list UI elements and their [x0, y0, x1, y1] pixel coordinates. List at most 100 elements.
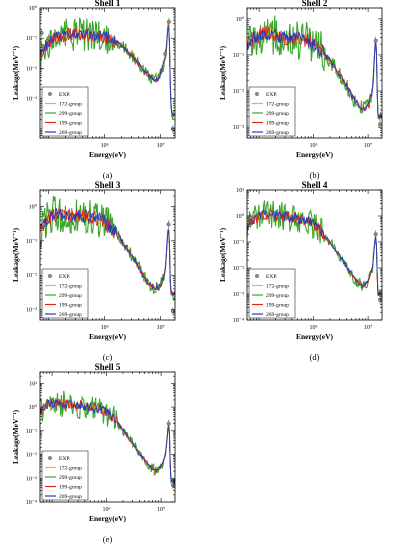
- x-axis-label: Energy(eV): [89, 150, 127, 159]
- legend-label: 269-group: [59, 312, 82, 318]
- legend: EXP. 172-group 299-group 199-group 269-group: [41, 268, 89, 319]
- legend-label: EXP.: [59, 92, 71, 98]
- legend-label: 299-group: [266, 293, 289, 299]
- y-tick-label: 10⁻¹: [26, 429, 37, 435]
- legend-label: EXP.: [266, 92, 278, 98]
- legend-label: 269-group: [266, 312, 289, 318]
- x-tick-label: 10⁷: [364, 325, 372, 331]
- legend: EXP. 172-group 299-group 199-group 269-group: [248, 268, 296, 319]
- legend-label: 299-group: [59, 111, 82, 117]
- exp-point: [166, 222, 171, 227]
- panel-label: (a): [103, 170, 113, 180]
- chart-title: Shell 4: [302, 180, 328, 190]
- exp-point: [40, 30, 44, 35]
- y-tick-label: 10⁻²: [26, 453, 37, 459]
- chart-panel-3: Shell 3 10⁶ 10⁷ 10⁻³ 10⁻² 10⁻¹ 10⁰ Energy(eV) Le…: [11, 180, 176, 362]
- legend-label: 269-group: [266, 130, 289, 136]
- y-tick-label: 10⁻⁴: [233, 318, 244, 324]
- x-axis-label: Energy(eV): [89, 514, 127, 523]
- series-line-269-group: [247, 28, 382, 119]
- legend: EXP. 172-group 299-group 199-group 269-group: [41, 86, 89, 137]
- series-group: [247, 200, 382, 304]
- y-tick-label: 10¹: [236, 188, 244, 194]
- y-tick-label: 10⁻⁴: [26, 500, 37, 506]
- series-line-269-group: [40, 27, 175, 118]
- y-tick-label: 10⁰: [29, 203, 38, 210]
- y-axis-label: Leakage(MeV⁻¹): [11, 409, 20, 464]
- legend-label: 199-group: [59, 303, 82, 309]
- panel-label: (c): [103, 352, 113, 362]
- y-tick-label: 10⁻²: [233, 266, 244, 272]
- plot-frame: [246, 7, 383, 139]
- exp-point: [377, 122, 382, 127]
- series-line-199-group: [247, 25, 382, 119]
- series-group: [247, 15, 382, 129]
- y-axis-label: Leakage(MeV⁻¹): [218, 227, 227, 282]
- legend-marker-exp: [48, 456, 53, 461]
- x-tick-label: 10⁶: [310, 325, 318, 331]
- legend-marker-exp: [48, 91, 53, 96]
- panel-label: (d): [310, 352, 320, 362]
- legend-label: EXP.: [59, 274, 71, 280]
- legend-label: 172-group: [59, 284, 82, 290]
- x-axis-label: Energy(eV): [89, 332, 127, 341]
- x-tick-label: 10⁷: [157, 325, 165, 331]
- legend-label: 269-group: [59, 130, 82, 136]
- x-tick-label: 10⁷: [364, 143, 372, 149]
- x-tick-label: 10⁶: [101, 325, 109, 331]
- series-line-199-group: [40, 398, 175, 483]
- chart-panel-2: Shell 2 10⁶ 10⁷ 10⁻³ 10⁻² 10⁻¹ 10⁰ Energy(eV) Le…: [218, 0, 383, 180]
- legend-label: 199-group: [59, 485, 82, 491]
- exp-point: [373, 38, 378, 43]
- legend-label: 199-group: [266, 303, 289, 309]
- y-tick-label: 10⁰: [29, 5, 38, 12]
- legend-label: 299-group: [59, 475, 82, 481]
- chart-panel-5: Shell 5 10⁶ 10⁷ 10⁻⁴ 10⁻³ 10⁻² 10⁻¹ 10⁰ 10¹ Energ…: [11, 362, 176, 544]
- exp-point: [166, 421, 171, 426]
- x-tick-label: 10⁶: [103, 507, 111, 513]
- series-line-269-group: [40, 206, 175, 297]
- y-tick-label: 10⁻²: [26, 66, 37, 72]
- legend-label: 172-group: [59, 102, 82, 108]
- series-line-299-group: [40, 390, 175, 486]
- y-tick-label: 10⁰: [236, 213, 245, 220]
- exp-point: [163, 52, 168, 57]
- plot-frame: [39, 189, 176, 321]
- y-tick-label: 10⁻³: [26, 476, 37, 482]
- chart-title: Shell 2: [302, 0, 328, 8]
- y-tick-label: 10⁻¹: [233, 240, 244, 246]
- y-tick-label: 10⁻¹: [233, 53, 244, 59]
- y-tick-label: 10⁻²: [233, 89, 244, 95]
- exp-point: [46, 36, 51, 41]
- y-tick-label: 10⁻³: [233, 125, 244, 131]
- series-line-199-group: [247, 208, 382, 298]
- chart-panel-4: Shell 4 10⁶ 10⁷ 10⁻⁴ 10⁻³ 10⁻² 10⁻¹ 10⁰ 10¹ Energ…: [218, 180, 383, 362]
- panel-label: (e): [103, 534, 113, 544]
- x-tick-label: 10⁷: [157, 143, 165, 149]
- legend-label: EXP.: [59, 456, 71, 462]
- y-axis-label: Leakage(MeV⁻¹): [11, 45, 20, 100]
- chart-title: Shell 1: [95, 0, 121, 8]
- legend-label: 299-group: [59, 293, 82, 299]
- chart-title: Shell 3: [95, 180, 121, 190]
- series-group: [40, 390, 175, 490]
- exp-point: [248, 35, 253, 40]
- x-tick-label: 10⁶: [101, 143, 109, 149]
- plot-frame: [246, 189, 383, 321]
- y-tick-label: 10⁻²: [26, 273, 37, 279]
- legend-label: 172-group: [59, 466, 82, 472]
- y-tick-label: 10⁻¹: [26, 239, 37, 245]
- legend: EXP. 172-group 299-group 199-group 269-group: [41, 450, 89, 501]
- x-axis-label: Energy(eV): [296, 332, 334, 341]
- y-tick-label: 10⁰: [29, 404, 38, 411]
- y-tick-label: 10⁻³: [26, 308, 37, 314]
- chart-panel-1: Shell 1 10⁶ 10⁷ 10⁻³ 10⁻² 10⁻¹ 10⁰ Energy(eV) Le…: [11, 0, 176, 180]
- legend-label: EXP.: [266, 274, 278, 280]
- x-tick-label: 10⁷: [157, 507, 165, 513]
- series-line-269-group: [40, 398, 175, 484]
- x-axis-label: Energy(eV): [296, 150, 334, 159]
- y-tick-label: 10⁰: [236, 16, 245, 23]
- y-axis-label: Leakage(MeV⁻¹): [11, 227, 20, 282]
- chart-title: Shell 5: [95, 362, 121, 372]
- exp-point: [373, 232, 378, 237]
